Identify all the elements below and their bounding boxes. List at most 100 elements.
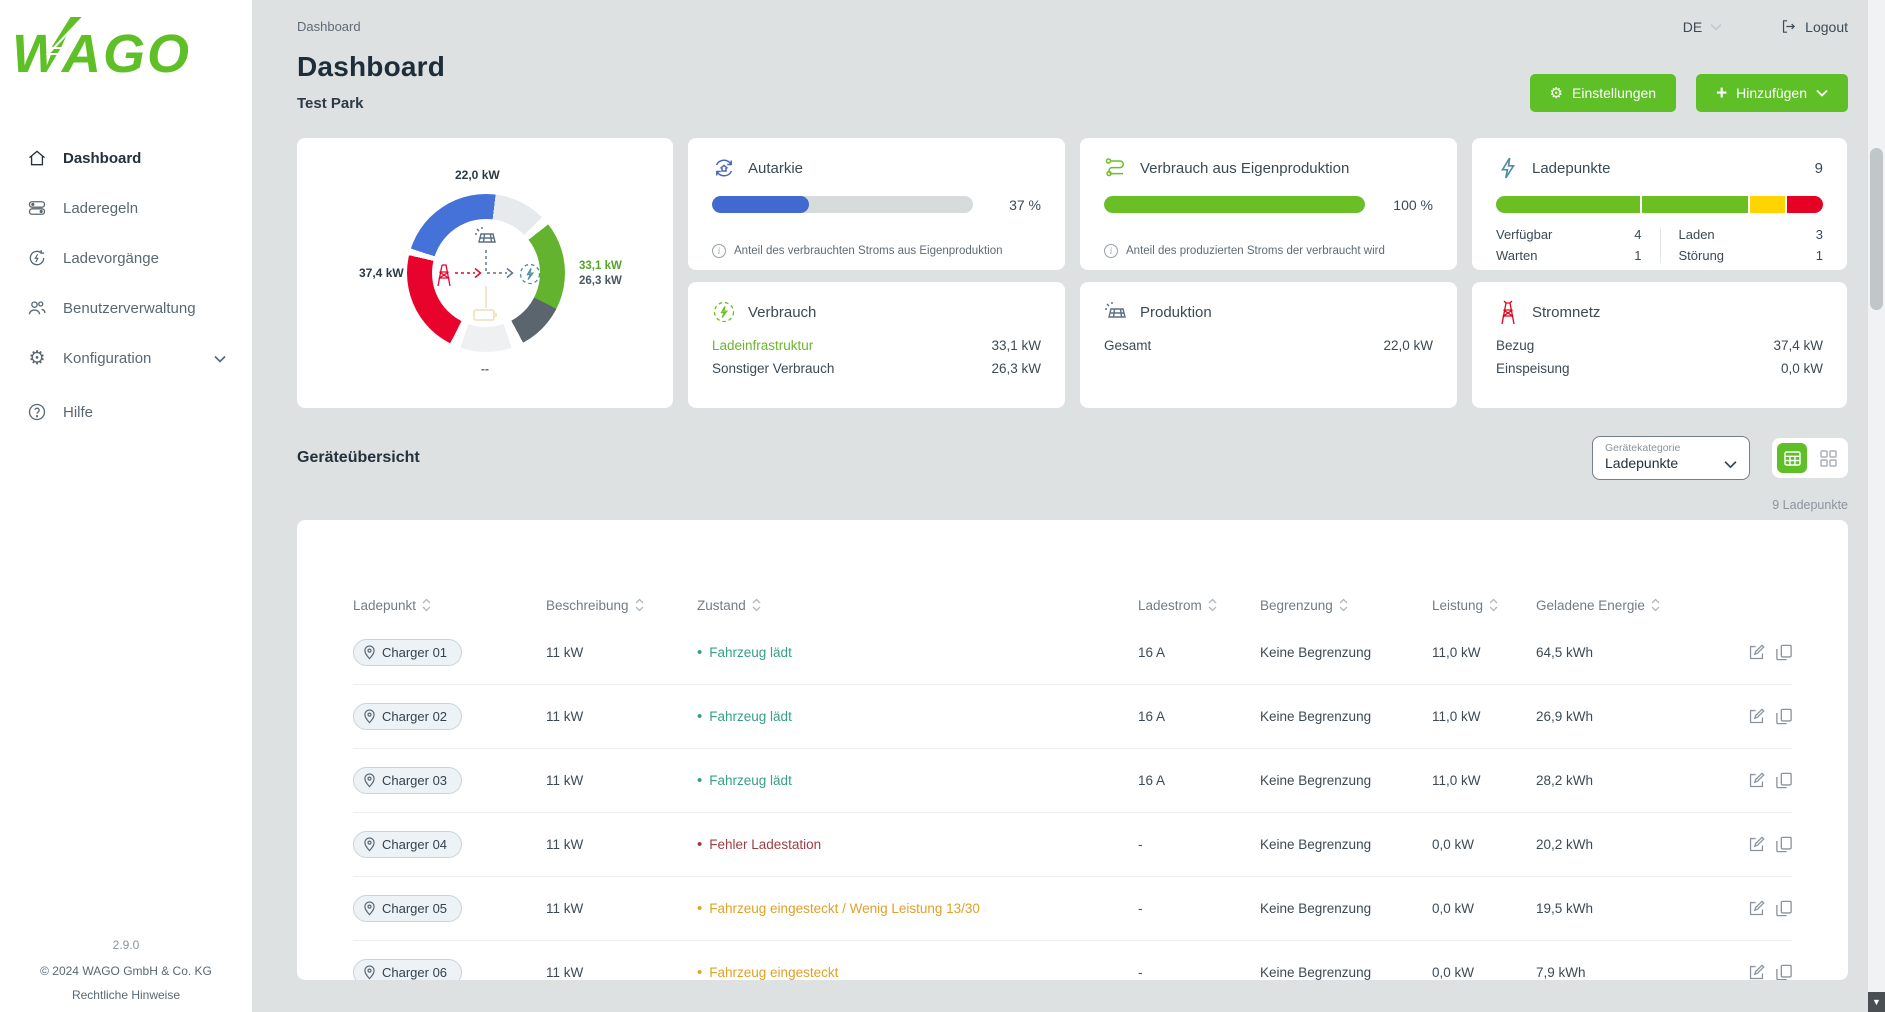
verbrauch-card: Verbrauch Ladeinfrastruktur 33,1 kW Sonst…	[688, 282, 1065, 408]
charging-current: 16 A	[1138, 644, 1166, 660]
sort-icon	[635, 598, 644, 612]
device-table-card: Ladepunkt Beschreibung Zustand Ladestrom…	[297, 520, 1848, 980]
charging-current: -	[1138, 901, 1143, 916]
page-scrollbar[interactable]: ▼	[1868, 0, 1885, 1012]
column-zustand[interactable]: Zustand	[697, 598, 1138, 613]
eigenproduktion-value: 100 %	[1393, 196, 1433, 213]
charger-name: Charger 04	[382, 837, 448, 852]
table-body: Charger 01 11 kW • Fahrzeug lädt 16 A Kei…	[353, 620, 1792, 980]
edit-icon	[1749, 836, 1765, 852]
charger-chip[interactable]: Charger 05	[353, 895, 463, 922]
grid-icon	[1819, 449, 1837, 467]
sidebar-item-konfiguration[interactable]: ⚙ Konfiguration	[0, 333, 252, 383]
copy-button[interactable]	[1776, 772, 1792, 789]
charger-status: • Fahrzeug lädt	[697, 772, 792, 789]
copy-icon	[1776, 964, 1792, 980]
grid-view-button[interactable]	[1813, 443, 1843, 473]
sort-icon	[1339, 598, 1348, 612]
autarkie-card: Autarkie 37 % i Anteil des verbrauchten …	[688, 138, 1065, 270]
copy-icon	[1776, 644, 1792, 660]
charger-status: • Fahrzeug eingesteckt	[697, 964, 839, 980]
sidebar-item-label: Laderegeln	[63, 199, 139, 217]
location-pin-icon	[364, 773, 375, 788]
charger-status: • Fahrzeug lädt	[697, 643, 792, 661]
gear-icon: ⚙	[28, 347, 46, 369]
chevron-down-icon	[1724, 456, 1737, 474]
charging-power: 0,0 kW	[1432, 965, 1475, 980]
logout-button[interactable]: Logout	[1780, 18, 1848, 35]
charging-limit: Keine Begrenzung	[1260, 901, 1372, 916]
legal-link[interactable]: Rechtliche Hinweise	[71, 988, 181, 1002]
edit-button[interactable]	[1748, 708, 1765, 725]
device-category-select[interactable]: Gerätekategorie Ladepunkte	[1592, 436, 1750, 480]
grid-tower-icon	[437, 264, 451, 286]
sidebar-item-label: Dashboard	[63, 149, 142, 167]
charger-chip[interactable]: Charger 06	[353, 959, 463, 980]
charging-current: 16 A	[1138, 773, 1166, 788]
copy-button[interactable]	[1776, 836, 1792, 853]
eigenproduktion-card: Verbrauch aus Eigenproduktion 100 % i An…	[1080, 138, 1457, 270]
charged-energy: 28,2 kWh	[1536, 773, 1594, 788]
charger-status: • Fahrzeug eingesteckt / Wenig Leistung 1…	[697, 900, 980, 917]
ladepunkte-status-bar	[1496, 196, 1823, 213]
edit-button[interactable]	[1748, 836, 1765, 853]
energy-flow-center	[297, 138, 673, 408]
sidebar-item-hilfe[interactable]: Hilfe	[0, 387, 252, 437]
language-selector[interactable]: DE	[1683, 19, 1722, 35]
card-title: Verbrauch	[748, 303, 817, 321]
sidebar-item-ladevorgaenge[interactable]: Ladevorgänge	[0, 233, 252, 283]
battery-flow-line	[485, 286, 487, 308]
copy-button[interactable]	[1776, 644, 1792, 661]
charged-energy: 64,5 kWh	[1536, 644, 1594, 660]
scrollbar-thumb[interactable]	[1870, 148, 1883, 310]
column-ladepunkt[interactable]: Ladepunkt	[353, 598, 546, 613]
ladepunkte-total: 9	[1814, 159, 1823, 177]
table-icon	[1783, 450, 1801, 466]
charger-chip[interactable]: Charger 01	[353, 638, 463, 666]
edit-button[interactable]	[1748, 643, 1765, 661]
scrollbar-down-button[interactable]: ▼	[1868, 992, 1885, 1012]
charging-sessions-icon	[26, 247, 48, 269]
charging-current: -	[1138, 837, 1143, 852]
breadcrumb: Dashboard	[297, 19, 361, 34]
wago-logo[interactable]: WAGO	[10, 14, 200, 90]
copy-button[interactable]	[1776, 708, 1792, 725]
column-beschreibung[interactable]: Beschreibung	[546, 598, 697, 613]
table-view-button[interactable]	[1777, 443, 1807, 473]
copy-button[interactable]	[1776, 900, 1792, 917]
settings-button[interactable]: ⚙ Einstellungen	[1529, 74, 1677, 112]
charger-description: 11 kW	[546, 709, 584, 724]
battery-icon	[473, 309, 497, 321]
add-button[interactable]: + Hinzufügen	[1696, 74, 1848, 112]
copy-button[interactable]	[1776, 964, 1792, 980]
title-row: Dashboard Test Park ⚙ Einstellungen + Hi…	[297, 51, 1848, 112]
copy-icon	[1776, 708, 1792, 725]
autarky-icon	[712, 156, 736, 180]
charging-current: -	[1138, 965, 1143, 980]
charged-energy: 7,9 kWh	[1536, 965, 1586, 980]
charger-chip[interactable]: Charger 03	[353, 767, 463, 794]
charger-name: Charger 05	[382, 901, 448, 916]
edit-button[interactable]	[1748, 772, 1765, 789]
copy-icon	[1776, 900, 1792, 917]
edit-button[interactable]	[1748, 964, 1765, 980]
charger-chip[interactable]: Charger 02	[353, 703, 463, 730]
edit-button[interactable]	[1748, 900, 1765, 917]
view-toggle	[1772, 438, 1848, 478]
column-geladene-energie[interactable]: Geladene Energie	[1536, 598, 1700, 613]
sidebar-item-laderegeln[interactable]: Laderegeln	[0, 183, 252, 233]
energy-flow-donut	[407, 194, 565, 352]
charger-chip[interactable]: Charger 04	[353, 831, 463, 858]
table-row: Charger 04 11 kW • Fehler Ladestation - K…	[353, 812, 1792, 876]
table-row: Charger 02 11 kW • Fahrzeug lädt 16 A Kei…	[353, 684, 1792, 748]
charging-power: 11,0 kW	[1432, 644, 1481, 660]
column-leistung[interactable]: Leistung	[1432, 598, 1536, 613]
sidebar-item-label: Benutzerverwaltung	[63, 299, 196, 317]
column-begrenzung[interactable]: Begrenzung	[1260, 598, 1432, 613]
column-ladestrom[interactable]: Ladestrom	[1138, 598, 1260, 613]
users-icon	[26, 297, 48, 319]
table-row: Charger 01 11 kW • Fahrzeug lädt 16 A Kei…	[353, 620, 1792, 684]
sidebar-item-dashboard[interactable]: Dashboard	[0, 133, 252, 183]
sidebar-item-benutzerverwaltung[interactable]: Benutzerverwaltung	[0, 283, 252, 333]
autarkie-value: 37 %	[1009, 196, 1041, 213]
